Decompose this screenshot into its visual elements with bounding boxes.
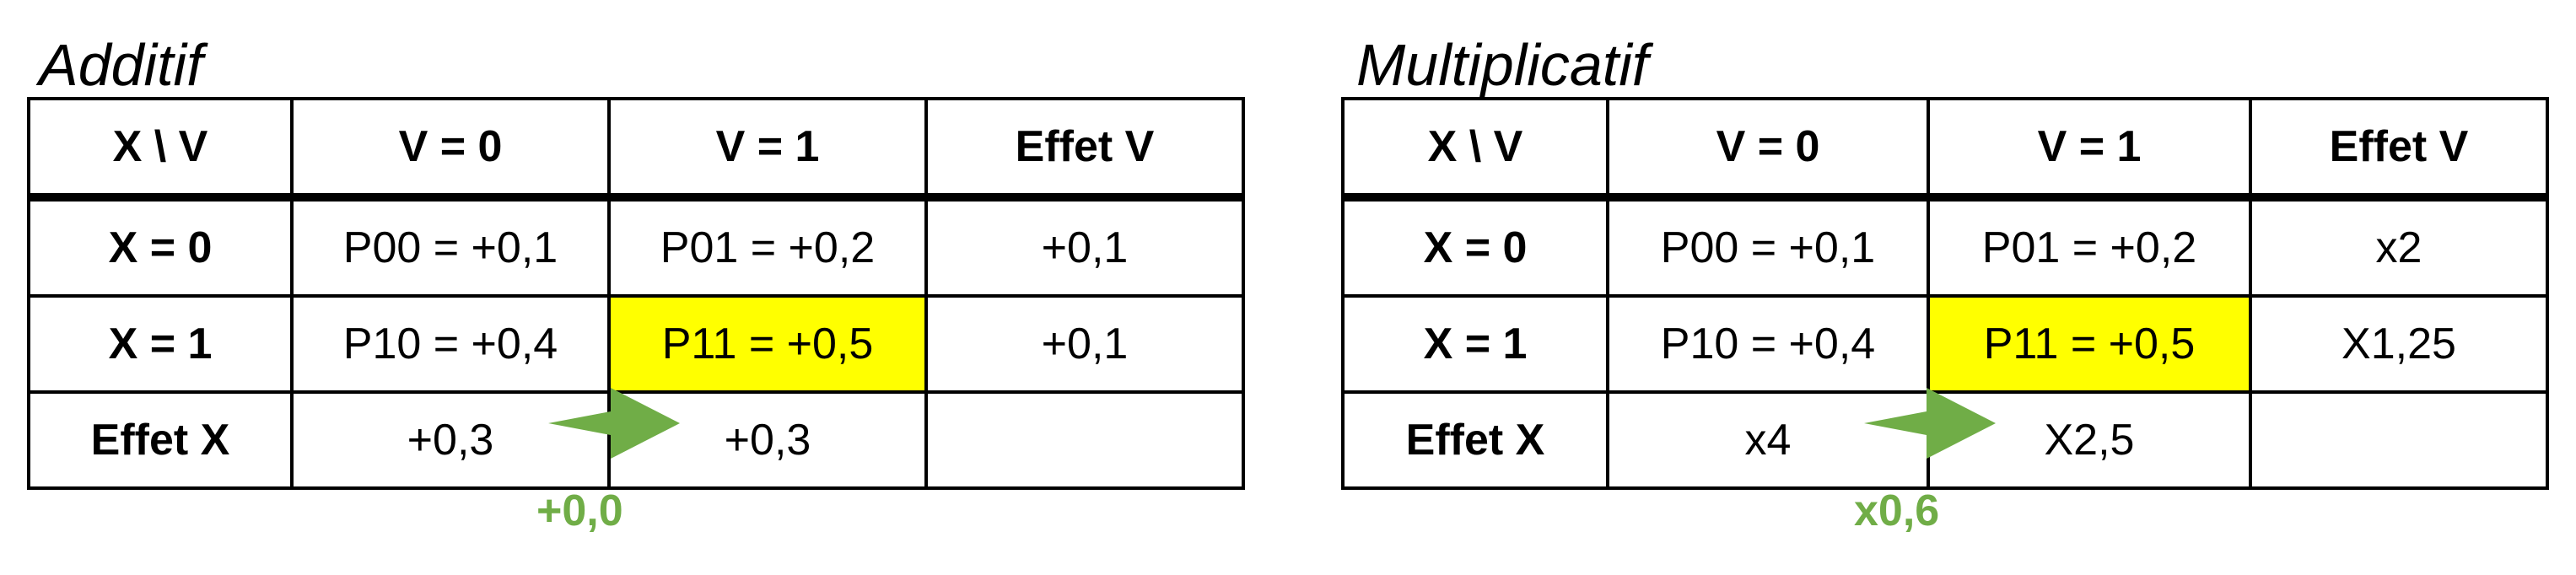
cell-effect-v-x1: X1,25 [2249,294,2549,394]
table-row: Effet X +0,3 +0,3 [27,390,1245,490]
cell-p01: P01 = +0,2 [1927,196,2252,298]
cell-empty [924,390,1245,490]
column-header-v1: V = 1 [1927,97,2252,202]
cell-effect-v-x0: +0,1 [924,196,1245,298]
cell-effect-x-v1: +0,3 [607,390,928,490]
table-row: X = 1 P10 = +0,4 P11 = +0,5 +0,1 [27,294,1245,394]
column-header-effect-v: Effet V [924,97,1245,202]
row-header-x1: X = 1 [27,294,294,394]
column-header-v1: V = 1 [607,97,928,202]
row-header-effect-x: Effet X [27,390,294,490]
multiplicative-table: X \ V V = 0 V = 1 Effet V X = 0 P00 = +0… [1341,97,2549,490]
column-header-effect-v: Effet V [2249,97,2549,202]
cell-p10: P10 = +0,4 [1606,294,1930,394]
difference-label: +0,0 [536,486,623,535]
arrow-right-icon [1864,388,1996,459]
cell-p11-highlighted: P11 = +0,5 [607,294,928,394]
row-header-x0: X = 0 [27,196,294,298]
cell-p00: P00 = +0,1 [290,196,611,298]
row-header-x1: X = 1 [1341,294,1609,394]
cell-p00: P00 = +0,1 [1606,196,1930,298]
arrow-right-icon [548,388,680,459]
cell-effect-v-x0: x2 [2249,196,2549,298]
column-header-v0: V = 0 [290,97,611,202]
cell-effect-x-v1: X2,5 [1927,390,2252,490]
cell-effect-x-v0: x4 [1606,390,1930,490]
cell-effect-v-x1: +0,1 [924,294,1245,394]
header-row: X \ V V = 0 V = 1 Effet V [27,97,1245,202]
header-row: X \ V V = 0 V = 1 Effet V [1341,97,2549,202]
cell-effect-x-v0: +0,3 [290,390,611,490]
corner-header: X \ V [27,97,294,202]
row-header-effect-x: Effet X [1341,390,1609,490]
corner-header: X \ V [1341,97,1609,202]
table-row: X = 0 P00 = +0,1 P01 = +0,2 x2 [1341,196,2549,298]
table-row: X = 0 P00 = +0,1 P01 = +0,2 +0,1 [27,196,1245,298]
difference-label: x0,6 [1854,486,1940,535]
column-header-v0: V = 0 [1606,97,1930,202]
table-row: Effet X x4 X2,5 [1341,390,2549,490]
table-row: X = 1 P10 = +0,4 P11 = +0,5 X1,25 [1341,294,2549,394]
panel-title: Multiplicatif [1356,32,1649,98]
row-header-x0: X = 0 [1341,196,1609,298]
cell-p10: P10 = +0,4 [290,294,611,394]
additive-table: X \ V V = 0 V = 1 Effet V X = 0 P00 = +0… [27,97,1245,490]
panel-title: Additif [39,32,203,98]
cell-empty [2249,390,2549,490]
cell-p11-highlighted: P11 = +0,5 [1927,294,2252,394]
cell-p01: P01 = +0,2 [607,196,928,298]
